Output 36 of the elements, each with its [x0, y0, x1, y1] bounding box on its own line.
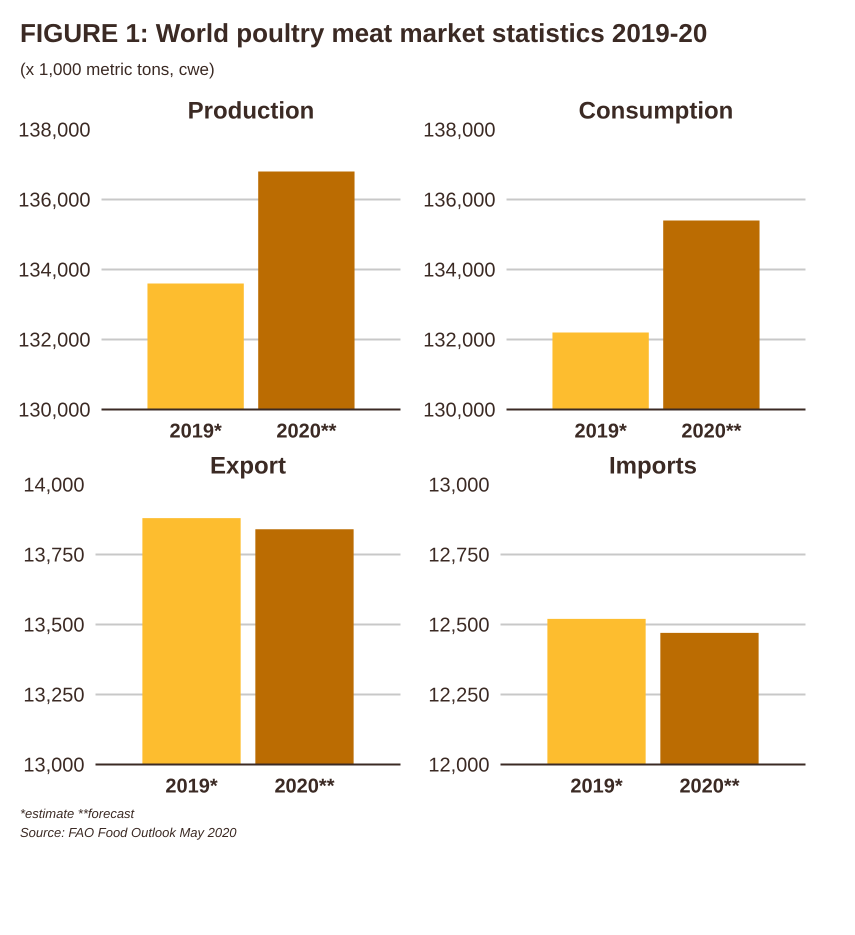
chart-title: Production	[188, 98, 314, 124]
y-tick-label: 12,750	[428, 544, 490, 566]
x-tick-label: 2020**	[274, 776, 335, 798]
y-tick-label: 134,000	[18, 260, 90, 282]
x-tick-label: 2019*	[165, 776, 218, 798]
source-note: Source: FAO Food Outlook May 2020	[20, 824, 238, 842]
chart-title: Imports	[608, 452, 698, 480]
y-tick-label: 138,000	[423, 120, 496, 142]
chart-title: Export	[210, 452, 286, 480]
y-tick-label: 136,000	[18, 190, 90, 212]
y-tick-label: 138,000	[18, 120, 90, 142]
x-tick-label: 2020**	[276, 420, 337, 442]
y-tick-label: 132,000	[18, 330, 90, 352]
text: FIGURE 1: World poultry meat market statistics 2019-20	[20, 17, 708, 50]
x-tick-label: 2019*	[570, 776, 623, 798]
y-tick-label: 12,500	[428, 614, 490, 636]
x-tick-label: 2019*	[169, 420, 222, 442]
y-tick-label: 130,000	[423, 400, 496, 422]
y-tick-label: 14,000	[23, 474, 84, 496]
y-tick-label: 13,000	[428, 474, 490, 496]
text: *estimate **forecast	[20, 805, 136, 823]
y-tick-label: 12,000	[428, 754, 490, 776]
y-tick-label: 136,000	[423, 190, 496, 212]
x-tick-label: 2020**	[681, 420, 742, 442]
y-tick-label: 13,000	[23, 754, 84, 776]
y-tick-label: 13,500	[23, 614, 84, 636]
x-tick-label: 2020**	[679, 776, 740, 798]
y-tick-label: 13,750	[23, 544, 84, 566]
y-tick-label: 134,000	[423, 260, 496, 282]
x-tick-label: 2019*	[574, 420, 627, 442]
text: (x 1,000 metric tons, cwe)	[20, 59, 216, 82]
y-tick-label: 12,250	[428, 684, 490, 706]
chart-title: Consumption	[578, 98, 734, 124]
y-tick-label: 130,000	[18, 400, 90, 422]
y-tick-label: 13,250	[23, 684, 84, 706]
y-tick-label: 132,000	[423, 330, 496, 352]
